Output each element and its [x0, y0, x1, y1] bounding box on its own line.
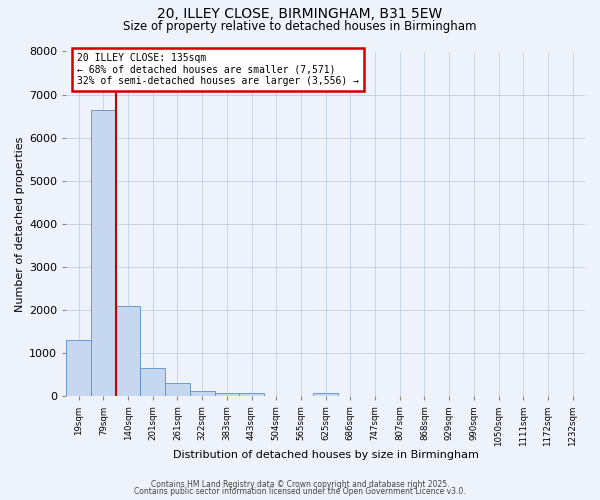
Bar — [67, 340, 91, 396]
Bar — [190, 392, 215, 396]
Text: Size of property relative to detached houses in Birmingham: Size of property relative to detached ho… — [123, 20, 477, 33]
Bar — [140, 368, 165, 396]
Y-axis label: Number of detached properties: Number of detached properties — [15, 136, 25, 312]
Text: 20 ILLEY CLOSE: 135sqm
← 68% of detached houses are smaller (7,571)
32% of semi-: 20 ILLEY CLOSE: 135sqm ← 68% of detached… — [77, 53, 359, 86]
Text: 20, ILLEY CLOSE, BIRMINGHAM, B31 5EW: 20, ILLEY CLOSE, BIRMINGHAM, B31 5EW — [157, 8, 443, 22]
Bar — [116, 306, 140, 396]
Bar — [215, 392, 239, 396]
Bar — [313, 393, 338, 396]
Bar — [165, 384, 190, 396]
Bar — [239, 394, 264, 396]
X-axis label: Distribution of detached houses by size in Birmingham: Distribution of detached houses by size … — [173, 450, 479, 460]
Bar — [91, 110, 116, 397]
Text: Contains HM Land Registry data © Crown copyright and database right 2025.: Contains HM Land Registry data © Crown c… — [151, 480, 449, 489]
Text: Contains public sector information licensed under the Open Government Licence v3: Contains public sector information licen… — [134, 487, 466, 496]
